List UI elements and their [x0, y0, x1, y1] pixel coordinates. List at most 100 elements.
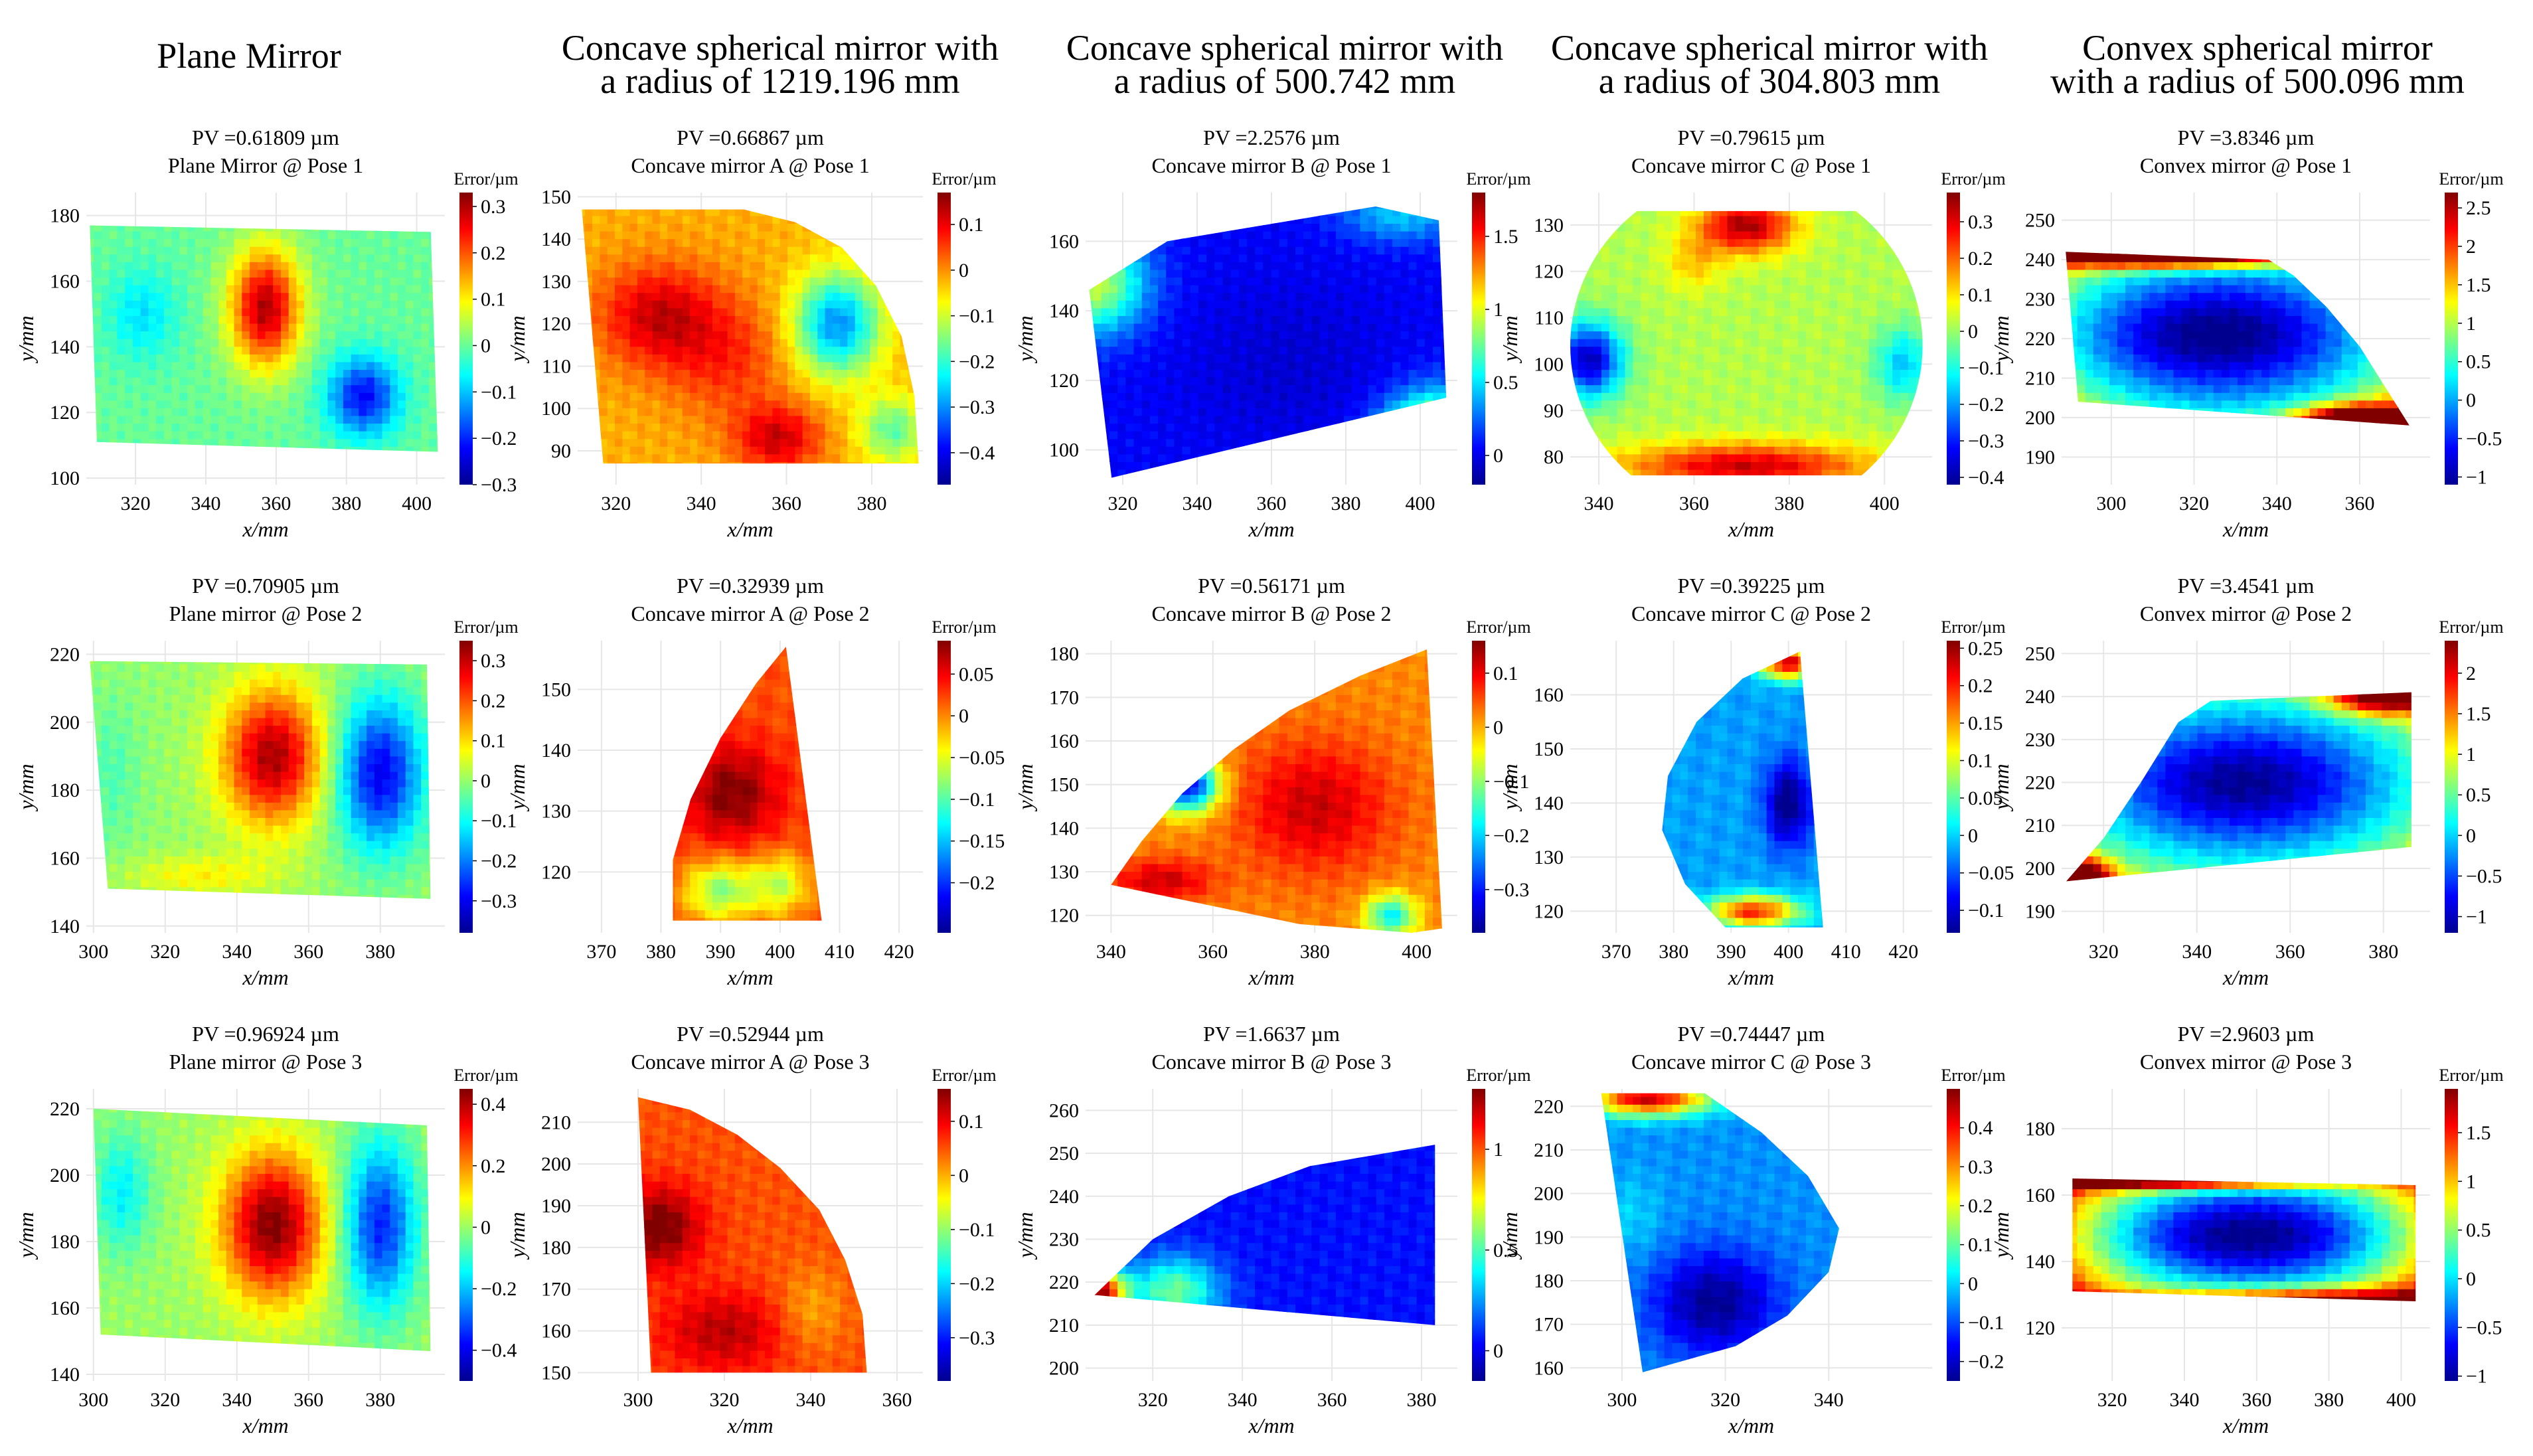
map-cell [179, 246, 189, 255]
map-cell [742, 392, 751, 401]
map-cell [825, 315, 834, 324]
map-cell [757, 254, 766, 262]
colorbar-tick-label: 0.1 [959, 214, 984, 236]
map-cell [915, 230, 919, 240]
map-cell [1368, 230, 1377, 240]
map-cell [101, 384, 110, 393]
map-cell [311, 299, 321, 309]
map-cell [907, 392, 916, 401]
map-cell [187, 208, 196, 216]
column-header-line1: Convex spherical mirror [2082, 28, 2433, 68]
map-cell [600, 261, 608, 270]
map-cell [421, 430, 430, 440]
map-cell [335, 353, 345, 363]
map-cell [421, 422, 430, 432]
map-cell [1222, 323, 1232, 332]
map-cell [742, 338, 751, 347]
map-cell [273, 299, 282, 309]
map-cell [1368, 476, 1377, 478]
map-cell [163, 422, 173, 432]
map-cell [1303, 193, 1312, 201]
map-cell [1174, 430, 1183, 440]
map-cell [1158, 215, 1167, 224]
map-cell [765, 376, 774, 386]
map-cell [1360, 376, 1369, 386]
map-cell [1230, 368, 1240, 378]
map-cell [304, 246, 313, 255]
map-cell [915, 453, 919, 462]
map-cell [1344, 392, 1353, 401]
map-cell [1182, 445, 1191, 455]
map-cell [210, 346, 220, 355]
map-cell [1263, 261, 1272, 270]
map-cell [795, 200, 803, 208]
map-cell [187, 276, 197, 285]
map-cell [832, 361, 841, 370]
map-cell [94, 261, 103, 270]
map-cell [877, 400, 886, 408]
map-cell [884, 368, 894, 378]
map-cell [862, 430, 871, 440]
map-cell [855, 222, 864, 232]
map-cell [1166, 307, 1175, 316]
map-cell [697, 445, 706, 455]
map-cell [697, 330, 706, 339]
y-tick-label: 120 [541, 313, 571, 335]
map-cell [304, 292, 313, 301]
map-cell [1222, 438, 1232, 447]
map-cell [171, 269, 181, 278]
map-cell [210, 445, 220, 452]
map-cell [1360, 206, 1369, 208]
map-cell [592, 438, 601, 447]
map-cell [1174, 438, 1183, 447]
map-cell [257, 384, 266, 393]
map-cell [1166, 238, 1175, 247]
map-cell [584, 238, 594, 247]
map-cell [327, 307, 337, 316]
map-cell [273, 261, 282, 270]
map-cell [584, 392, 594, 401]
map-cell [765, 346, 774, 355]
map-cell [1141, 215, 1151, 224]
map-cell [870, 445, 878, 455]
map-cell [351, 361, 360, 370]
map-cell [1182, 368, 1191, 378]
map-cell [1287, 315, 1297, 324]
map-cell [1352, 407, 1361, 416]
map-cell [195, 269, 204, 278]
map-cell [712, 284, 721, 293]
map-cell [1271, 292, 1280, 301]
map-cell [720, 246, 728, 255]
map-cell [1093, 299, 1103, 309]
map-cell [855, 292, 864, 301]
map-cell [265, 254, 274, 262]
map-cell [675, 376, 683, 386]
map-cell [675, 330, 683, 339]
map-cell [304, 461, 313, 470]
map-cell [265, 276, 274, 285]
map-cell [234, 246, 243, 255]
map-cell [280, 284, 289, 293]
map-cell [1230, 330, 1240, 339]
map-cell [1214, 438, 1224, 447]
map-cell [296, 392, 305, 401]
map-cell [1230, 384, 1240, 393]
map-cell [226, 453, 235, 462]
map-cell [667, 323, 676, 332]
map-cell [765, 246, 774, 255]
map-cell [1360, 315, 1369, 324]
map-cell [1246, 346, 1256, 355]
map-cell [592, 368, 601, 378]
map-cell [280, 361, 289, 370]
map-cell [413, 225, 422, 232]
map-cell [915, 368, 919, 378]
map-cell [1319, 269, 1329, 278]
map-cell [288, 407, 297, 416]
map-cell [296, 276, 305, 285]
map-cell [779, 315, 789, 324]
map-cell [1190, 238, 1200, 247]
map-cell [1190, 315, 1200, 324]
map-cell [1352, 230, 1361, 240]
map-cell [405, 276, 414, 285]
map-cell [877, 254, 886, 262]
